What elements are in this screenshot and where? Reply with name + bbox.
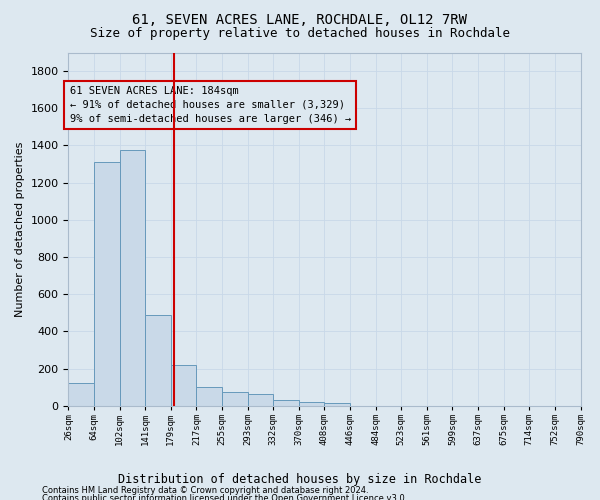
Y-axis label: Number of detached properties: Number of detached properties [15,142,25,317]
Bar [171,365,196,406]
Bar [196,387,222,406]
Text: 61 SEVEN ACRES LANE: 184sqm
← 91% of detached houses are smaller (3,329)
9% of s: 61 SEVEN ACRES LANE: 184sqm ← 91% of det… [70,86,351,124]
Bar [119,150,145,406]
Bar [273,400,299,406]
Bar [222,392,248,406]
Bar [325,403,350,406]
Bar [68,384,94,406]
Bar [248,394,273,406]
Bar [299,402,325,406]
Text: Contains HM Land Registry data © Crown copyright and database right 2024.: Contains HM Land Registry data © Crown c… [42,486,368,495]
Bar [145,314,171,406]
Text: Contains public sector information licensed under the Open Government Licence v3: Contains public sector information licen… [42,494,407,500]
Bar [94,162,119,406]
Text: Distribution of detached houses by size in Rochdale: Distribution of detached houses by size … [118,472,482,486]
Text: Size of property relative to detached houses in Rochdale: Size of property relative to detached ho… [90,28,510,40]
Text: 61, SEVEN ACRES LANE, ROCHDALE, OL12 7RW: 61, SEVEN ACRES LANE, ROCHDALE, OL12 7RW [133,12,467,26]
